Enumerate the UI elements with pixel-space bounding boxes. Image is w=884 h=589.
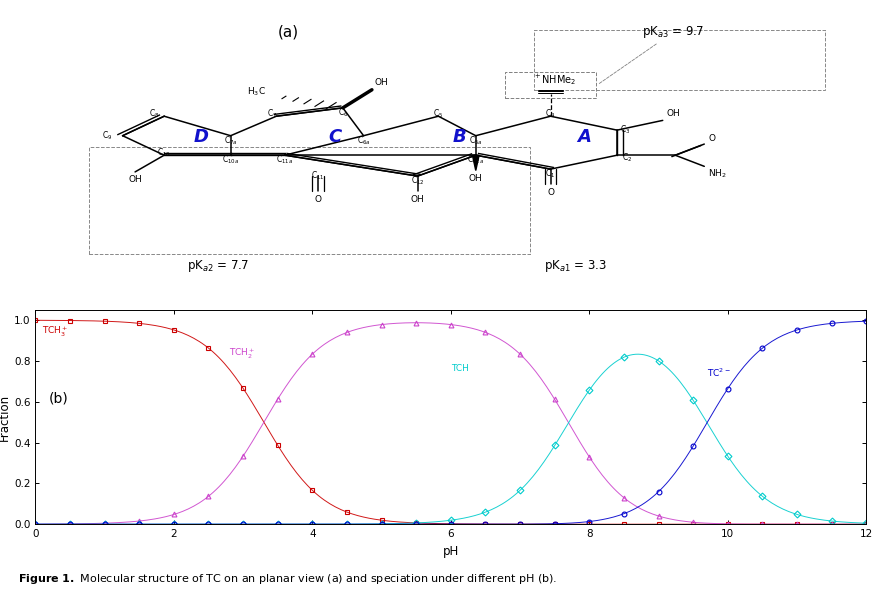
Text: NH$_2$: NH$_2$: [708, 168, 727, 180]
Text: C$_{10a}$: C$_{10a}$: [222, 154, 240, 167]
Text: C$_2$: C$_2$: [621, 152, 632, 164]
Text: C$_{5a}$: C$_{5a}$: [469, 134, 483, 147]
Polygon shape: [472, 155, 479, 171]
Text: C$_{7a}$: C$_{7a}$: [224, 134, 238, 147]
Text: OH: OH: [667, 110, 681, 118]
Text: pK$_{a1}$ = 3.3: pK$_{a1}$ = 3.3: [544, 258, 607, 274]
Text: TCH: TCH: [451, 364, 469, 373]
Text: A: A: [577, 128, 591, 146]
Text: OH: OH: [128, 176, 142, 184]
Text: $\mathbf{Figure\ 1.}$ Molecular structure of TC on an planar view (a) and specia: $\mathbf{Figure\ 1.}$ Molecular structur…: [18, 572, 557, 586]
Text: C$_9$: C$_9$: [103, 130, 113, 142]
Text: OH: OH: [375, 78, 388, 87]
Text: pK$_{a3}$ = 9.7: pK$_{a3}$ = 9.7: [642, 24, 704, 40]
Text: C$_{12}$: C$_{12}$: [411, 175, 424, 187]
Text: C$_{11a}$: C$_{11a}$: [276, 154, 293, 167]
Text: C$_7$: C$_7$: [267, 107, 278, 120]
Text: C$_5$: C$_5$: [433, 107, 444, 120]
Text: TCH$_2^+$: TCH$_2^+$: [229, 347, 255, 362]
Text: C: C: [328, 128, 341, 146]
Text: D: D: [194, 128, 209, 146]
Text: (b): (b): [50, 392, 69, 406]
Text: O: O: [708, 134, 715, 143]
Y-axis label: Fraction: Fraction: [0, 393, 11, 441]
Text: C$_3$: C$_3$: [621, 124, 630, 137]
Text: B: B: [453, 128, 466, 146]
Text: C$_{6a}$: C$_{6a}$: [357, 134, 370, 147]
Text: H$_3$C: H$_3$C: [247, 86, 265, 98]
Text: TCH$_3^+$: TCH$_3^+$: [42, 325, 69, 339]
Text: O: O: [547, 188, 554, 197]
Text: (a): (a): [278, 24, 300, 39]
Text: C$_4$: C$_4$: [545, 107, 556, 120]
Text: O: O: [315, 195, 322, 204]
Text: $^+$NHMe$_2$: $^+$NHMe$_2$: [533, 72, 576, 87]
Text: OH: OH: [469, 174, 483, 183]
Text: TC$^{2-}$: TC$^{2-}$: [707, 367, 731, 379]
Text: C$_6$: C$_6$: [338, 107, 348, 119]
Bar: [534, 30, 825, 90]
Text: C$_1$: C$_1$: [545, 168, 556, 180]
X-axis label: pH: pH: [443, 545, 459, 558]
Text: C$_{10}$: C$_{10}$: [157, 146, 171, 158]
Text: C$_8$: C$_8$: [149, 108, 159, 120]
Text: OH: OH: [411, 195, 424, 204]
Text: C$_{12a}$: C$_{12a}$: [468, 154, 484, 167]
Text: pK$_{a2}$ = 7.7: pK$_{a2}$ = 7.7: [187, 258, 249, 274]
Bar: [89, 147, 530, 254]
Text: C$_{11}$: C$_{11}$: [311, 170, 324, 183]
